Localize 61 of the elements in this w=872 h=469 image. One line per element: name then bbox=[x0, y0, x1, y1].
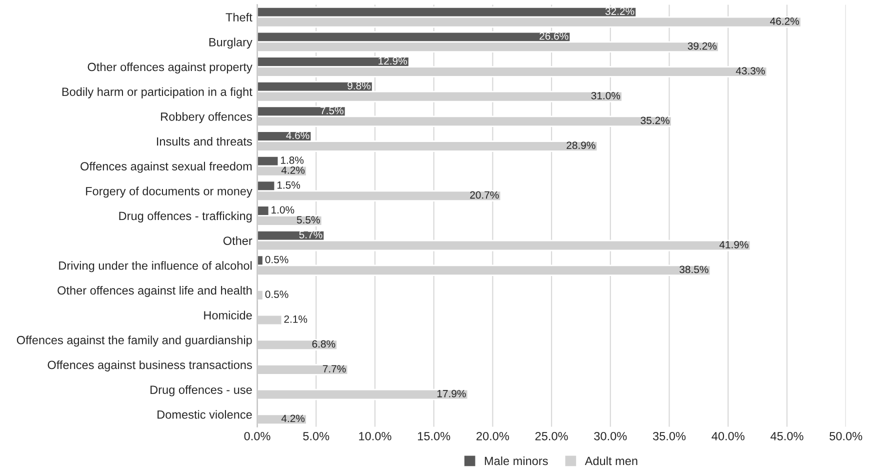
bar bbox=[257, 414, 308, 425]
data-label: 5.7% bbox=[299, 231, 322, 238]
legend-label: Male minors bbox=[484, 456, 548, 466]
data-label: 2.1% bbox=[284, 315, 308, 323]
data-label: 32.2% bbox=[605, 8, 634, 15]
y-tick-label: Theft bbox=[226, 12, 252, 22]
bar bbox=[257, 314, 283, 326]
y-tick-label: Drug offences - trafficking bbox=[119, 211, 252, 222]
y-tick-label: Other bbox=[223, 236, 252, 245]
data-label: 1.8% bbox=[280, 156, 304, 164]
data-label: 4.2% bbox=[281, 414, 305, 422]
y-tick-label: Domestic violence bbox=[158, 410, 252, 419]
data-label: 20.7% bbox=[470, 191, 499, 199]
data-label: 39.2% bbox=[688, 42, 717, 50]
data-label: 41.9% bbox=[719, 240, 748, 248]
data-label: 17.9% bbox=[437, 390, 466, 398]
bar bbox=[257, 290, 264, 301]
x-tick-label: 30.0% bbox=[594, 432, 627, 440]
data-label: 31.0% bbox=[591, 92, 620, 100]
x-tick-label: 20.0% bbox=[476, 432, 509, 440]
data-label: 26.6% bbox=[540, 32, 568, 40]
legend-label: Adult men bbox=[584, 456, 638, 466]
data-label: 0.5% bbox=[265, 256, 288, 264]
data-label: 0.5% bbox=[265, 290, 288, 298]
data-label: 35.2% bbox=[640, 116, 670, 124]
x-tick-label: 40.0% bbox=[712, 432, 744, 440]
data-label: 1.0% bbox=[272, 206, 294, 214]
y-tick-label: Burglary bbox=[209, 38, 252, 49]
data-label: 12.9% bbox=[378, 57, 407, 65]
y-tick-label: Offences against the family and guardianship bbox=[16, 336, 252, 347]
x-tick-label: 5.0% bbox=[303, 432, 330, 440]
y-tick-label: Offences against sexual freedom bbox=[80, 162, 252, 173]
data-label: 28.9% bbox=[566, 142, 596, 150]
x-tick-label: 10.0% bbox=[359, 432, 392, 440]
data-label: 46.2% bbox=[770, 17, 799, 25]
y-tick-label: Drug offences - use bbox=[150, 385, 252, 396]
y-tick-label: Homicide bbox=[204, 310, 252, 320]
x-tick-label: 45.0% bbox=[770, 432, 804, 440]
data-label: 4.2% bbox=[281, 166, 305, 174]
y-tick-label: Driving under the influence of alcohol bbox=[59, 261, 252, 272]
y-tick-label: Robbery offences bbox=[161, 112, 252, 124]
data-label: 38.5% bbox=[680, 266, 708, 274]
y-tick-label: Offences against business transactions bbox=[48, 360, 252, 372]
x-tick-label: 15.0% bbox=[418, 432, 450, 440]
data-label: 4.6% bbox=[286, 132, 310, 140]
y-tick-label: Bodily harm or participation in a fight bbox=[62, 87, 252, 98]
data-label: 1.5% bbox=[277, 181, 300, 189]
data-label: 7.7% bbox=[322, 365, 346, 372]
y-tick-label: Other offences against life and health bbox=[58, 286, 252, 297]
x-tick-label: 25.0% bbox=[535, 432, 568, 440]
y-tick-label: Insults and threats bbox=[157, 136, 252, 146]
data-label: 5.5% bbox=[296, 216, 320, 224]
data-label: 6.8% bbox=[312, 340, 336, 348]
x-tick-label: 50.0% bbox=[830, 432, 862, 440]
x-tick-label: 0.0% bbox=[244, 432, 270, 440]
data-label: 7.5% bbox=[320, 106, 344, 114]
y-tick-label: Forgery of documents or money bbox=[86, 186, 252, 198]
data-label: 9.8% bbox=[348, 82, 370, 90]
x-tick-label: 35.0% bbox=[652, 432, 686, 440]
data-label: 43.3% bbox=[736, 67, 765, 75]
y-tick-label: Other offences against property bbox=[88, 62, 252, 74]
